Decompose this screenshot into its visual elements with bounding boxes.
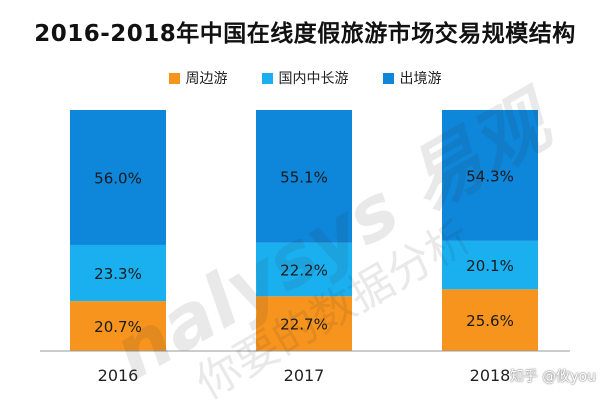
legend-label-domestic: 国内中长游 — [278, 71, 349, 87]
legend-item-nearby: 周边游 — [168, 68, 228, 88]
bar-outbound-2018 — [442, 110, 538, 241]
bar-outbound-2017 — [256, 110, 352, 243]
legend-item-domestic: 国内中长游 — [261, 68, 349, 88]
bar-nearby-2016 — [70, 301, 166, 351]
data-label-outbound-2016: 56.0% — [94, 169, 142, 187]
data-label-outbound-2017: 55.1% — [280, 168, 328, 186]
x-tick-label-2017: 2017 — [284, 366, 325, 385]
x-tick-labels: 2016 2017 2018 — [98, 366, 511, 385]
x-tick-label-2016: 2016 — [98, 366, 139, 385]
data-label-outbound-2018: 54.3% — [466, 167, 514, 185]
bar-nearby-2017 — [256, 296, 352, 351]
bar-domestic-2018 — [442, 240, 538, 290]
legend-label-outbound: 出境游 — [399, 71, 442, 87]
x-tick-label-2018: 2018 — [470, 366, 511, 385]
data-label-domestic-2016: 23.3% — [94, 265, 142, 283]
bar-outbound-2016 — [70, 110, 166, 245]
chart-title: 2016-2018年中国在线度假旅游市场交易规模结构 — [34, 21, 576, 47]
data-label-domestic-2018: 20.1% — [466, 257, 514, 275]
legend-swatch-domestic — [261, 72, 273, 84]
data-label-nearby-2016: 20.7% — [94, 318, 142, 336]
legend-item-outbound: 出境游 — [382, 68, 442, 88]
legend-label-nearby: 周边游 — [185, 71, 228, 87]
data-label-domestic-2017: 22.2% — [280, 262, 328, 280]
bar-domestic-2016 — [70, 244, 166, 302]
bar-nearby-2018 — [442, 289, 538, 351]
data-label-nearby-2018: 25.6% — [466, 312, 514, 330]
legend: 周边游 国内中长游 出境游 — [0, 68, 610, 88]
legend-swatch-nearby — [168, 72, 180, 84]
data-label-nearby-2017: 22.7% — [280, 316, 328, 334]
bar-domestic-2017 — [256, 242, 352, 297]
bars-group: 20.7% 23.3% 56.0% 22.7% 22.2% 55.1% 25.6% 20.1%… — [70, 110, 538, 351]
legend-swatch-outbound — [382, 72, 394, 84]
credit-text: 知乎 @攸you — [509, 369, 596, 385]
